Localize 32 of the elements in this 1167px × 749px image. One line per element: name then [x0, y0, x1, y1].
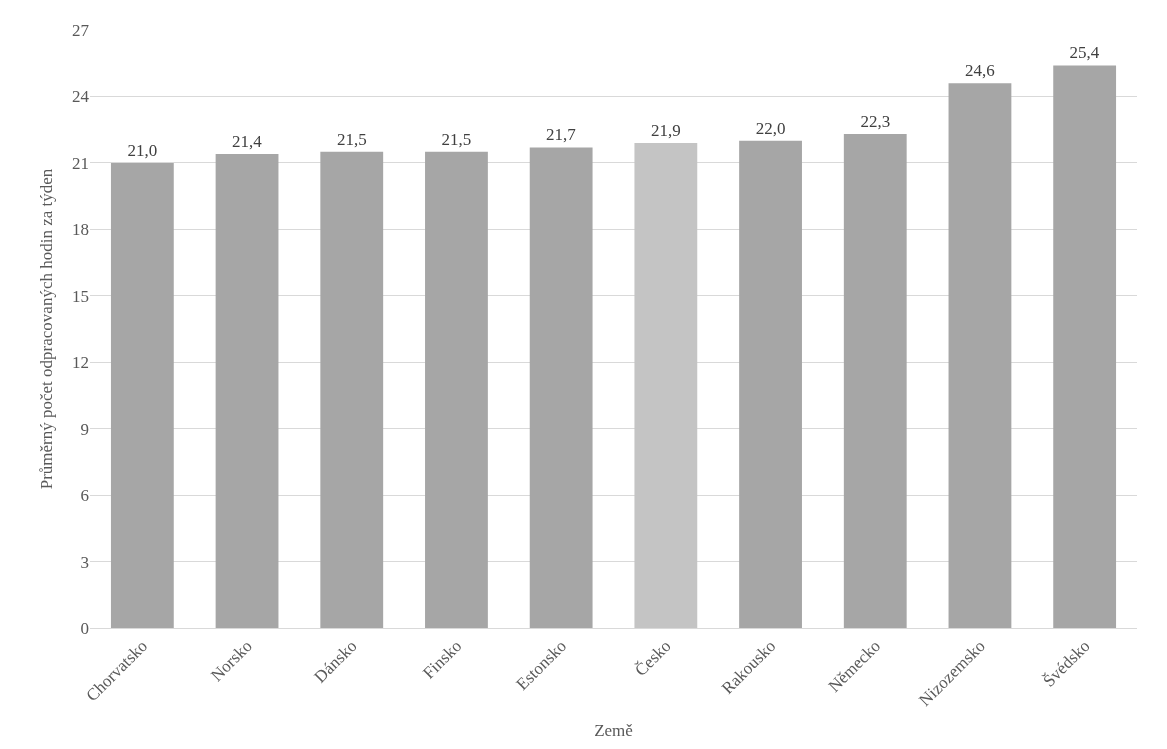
- y-tick-label: 6: [80, 486, 89, 506]
- y-tick-label: 9: [80, 419, 89, 439]
- data-label: 21,5: [441, 129, 472, 149]
- y-tick-label: 15: [72, 286, 89, 306]
- y-tick-label: 3: [80, 552, 89, 572]
- y-tick-label: 18: [72, 220, 89, 240]
- x-axis-title: Země: [594, 721, 633, 741]
- bar: [215, 154, 279, 628]
- y-tick-label: 27: [72, 20, 90, 40]
- bar: [529, 147, 593, 628]
- bar: [110, 162, 174, 628]
- y-tick-label: 12: [72, 353, 89, 373]
- bar: [425, 151, 488, 628]
- data-label: 22,3: [860, 112, 891, 132]
- data-label: 21,0: [127, 140, 158, 160]
- bar: [843, 134, 907, 628]
- bar: [739, 140, 802, 628]
- data-label: 21,4: [231, 132, 263, 152]
- bar: [948, 83, 1012, 628]
- y-axis-title: Průměrný počet odpracovaných hodin za týden: [36, 168, 56, 490]
- data-label: 25,4: [1069, 43, 1100, 63]
- bar: [320, 151, 384, 628]
- y-tick-label: 21: [72, 153, 89, 173]
- data-label: 21,7: [546, 125, 577, 145]
- data-label: 22,0: [755, 118, 786, 138]
- data-label: 21,9: [650, 120, 681, 140]
- bar: [634, 142, 698, 628]
- y-tick-label: 24: [72, 87, 90, 107]
- y-tick-label: 0: [80, 618, 89, 638]
- data-label: 24,6: [965, 61, 995, 81]
- data-label: 21,5: [336, 129, 367, 149]
- bar: [1053, 65, 1117, 628]
